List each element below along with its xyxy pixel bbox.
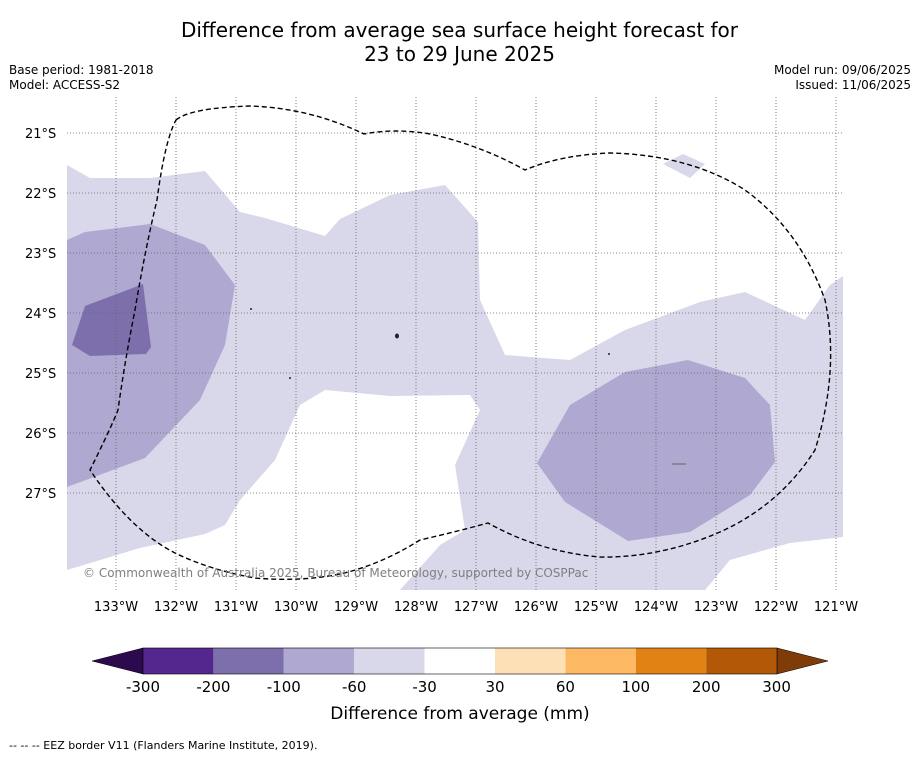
base-period-text: Base period: 1981-2018 bbox=[9, 63, 154, 77]
lon-label: 126°W bbox=[514, 600, 558, 615]
colorbar-tick-label: -300 bbox=[126, 678, 160, 696]
chart-title: Difference from average sea surface heig… bbox=[0, 18, 919, 66]
lon-label: 121°W bbox=[814, 600, 858, 615]
island-dot bbox=[608, 353, 610, 355]
colorbar-segment bbox=[495, 648, 566, 674]
colorbar-segment bbox=[283, 648, 355, 674]
colorbar: -300 -200 -100 -60 -30 30 60 100 200 300… bbox=[91, 647, 829, 724]
lon-label: 129°W bbox=[334, 600, 378, 615]
title-line-1: Difference from average sea surface heig… bbox=[180, 18, 739, 42]
lon-label: 128°W bbox=[394, 600, 438, 615]
latitude-labels: 21°S 22°S 23°S 24°S 25°S 26°S 27°S bbox=[25, 127, 56, 502]
lat-label: 22°S bbox=[25, 187, 56, 202]
lat-label: 25°S bbox=[25, 367, 56, 382]
info-left: Base period: 1981-2018 Model: ACCESS-S2 bbox=[9, 63, 154, 93]
eez-legend-footnote: -- -- -- EEZ border V11 (Flanders Marine… bbox=[9, 739, 318, 752]
graticule bbox=[67, 97, 843, 590]
lon-label: 132°W bbox=[154, 600, 198, 615]
colorbar-outline bbox=[142, 647, 778, 675]
info-right: Model run: 09/06/2025 Issued: 11/06/2025 bbox=[774, 63, 911, 93]
colorbar-tick-label: -60 bbox=[342, 678, 367, 696]
lat-label: 27°S bbox=[25, 487, 56, 502]
lon-label: 130°W bbox=[274, 600, 318, 615]
lon-label: 131°W bbox=[214, 600, 258, 615]
model-run-text: Model run: 09/06/2025 bbox=[773, 63, 911, 77]
island-marks bbox=[250, 308, 686, 465]
colorbar-tick-label: 60 bbox=[556, 678, 575, 696]
colorbar-tick-label: -100 bbox=[267, 678, 301, 696]
contour-band-minus100-to-minus200 bbox=[72, 284, 151, 356]
lat-label: 26°S bbox=[25, 427, 56, 442]
colorbar-segment bbox=[565, 648, 636, 674]
colorbar-extend-left bbox=[91, 647, 144, 675]
colorbar-tick-label: -30 bbox=[412, 678, 437, 696]
colorbar-extend-right bbox=[776, 647, 829, 675]
copyright-text: © Commonwealth of Australia 2025, Bureau… bbox=[83, 566, 588, 580]
colorbar-tick-label: 30 bbox=[485, 678, 504, 696]
contour-band-small-patch bbox=[663, 154, 705, 178]
lon-label: 133°W bbox=[94, 600, 138, 615]
colorbar-segment bbox=[706, 648, 777, 674]
lon-label: 127°W bbox=[454, 600, 498, 615]
lon-label: 125°W bbox=[574, 600, 618, 615]
island-dot bbox=[289, 377, 291, 379]
lon-label: 123°W bbox=[694, 600, 738, 615]
model-text: Model: ACCESS-S2 bbox=[9, 78, 121, 92]
colorbar-segment bbox=[213, 648, 284, 674]
colorbar-tick-label: 300 bbox=[762, 678, 791, 696]
colorbar-tick-label: 200 bbox=[692, 678, 721, 696]
contour-band-minus60-to-minus100-east bbox=[537, 360, 775, 541]
contour-band-minus60-to-minus100-west bbox=[67, 224, 235, 487]
issued-text: Issued: 11/06/2025 bbox=[795, 78, 911, 92]
colorbar-title: Difference from average (mm) bbox=[330, 704, 589, 724]
colorbar-segment bbox=[424, 648, 495, 674]
lat-label: 24°S bbox=[25, 307, 56, 322]
contour-fills bbox=[67, 154, 843, 590]
title-line-2: 23 to 29 June 2025 bbox=[364, 42, 555, 66]
lat-label: 23°S bbox=[25, 247, 56, 262]
island-dot bbox=[250, 308, 252, 310]
colorbar-segment bbox=[143, 648, 214, 674]
colorbar-tick-label: -200 bbox=[196, 678, 230, 696]
lon-label: 124°W bbox=[634, 600, 678, 615]
colorbar-tick-label: 100 bbox=[621, 678, 650, 696]
lat-label: 21°S bbox=[25, 127, 56, 142]
longitude-labels: 133°W 132°W 131°W 130°W 129°W 128°W 127°… bbox=[94, 600, 858, 615]
colorbar-segment bbox=[354, 648, 425, 674]
colorbar-segment bbox=[635, 648, 707, 674]
island-dot bbox=[395, 333, 399, 339]
lon-label: 122°W bbox=[754, 600, 798, 615]
